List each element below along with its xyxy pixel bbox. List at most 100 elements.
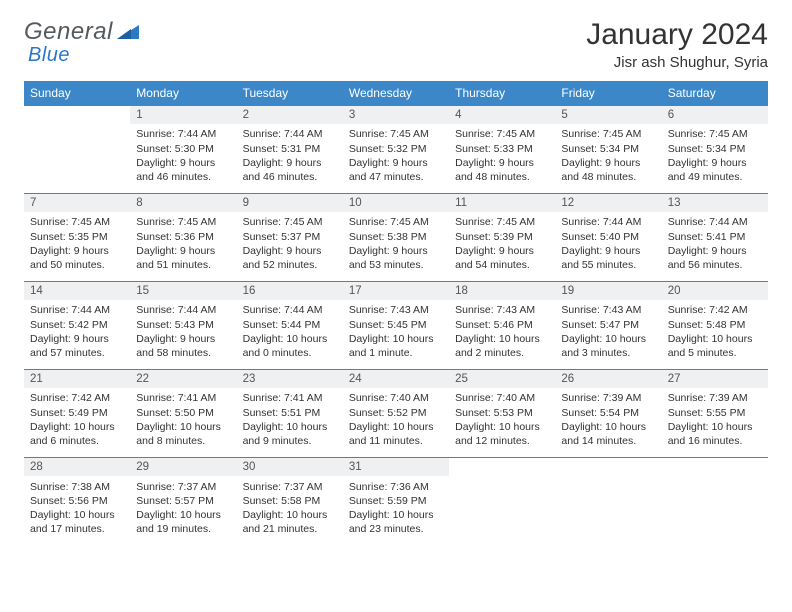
daylight-line: Daylight: 10 hours and 17 minutes. xyxy=(30,508,124,536)
day-detail-row: Sunrise: 7:44 AMSunset: 5:30 PMDaylight:… xyxy=(24,124,768,194)
day-number-cell: 7 xyxy=(24,194,130,212)
day-number-cell: 31 xyxy=(343,458,449,476)
day-detail-cell: Sunrise: 7:45 AMSunset: 5:38 PMDaylight:… xyxy=(343,212,449,282)
sunrise-line: Sunrise: 7:42 AM xyxy=(30,391,124,405)
sunrise-line: Sunrise: 7:42 AM xyxy=(668,303,762,317)
daylight-line: Daylight: 10 hours and 0 minutes. xyxy=(243,332,337,360)
daylight-line: Daylight: 10 hours and 21 minutes. xyxy=(243,508,337,536)
sunset-line: Sunset: 5:45 PM xyxy=(349,318,443,332)
weekday-header: Saturday xyxy=(662,81,768,106)
daylight-line: Daylight: 9 hours and 47 minutes. xyxy=(349,156,443,184)
day-detail-cell: Sunrise: 7:45 AMSunset: 5:33 PMDaylight:… xyxy=(449,124,555,194)
weekday-header: Monday xyxy=(130,81,236,106)
sunset-line: Sunset: 5:46 PM xyxy=(455,318,549,332)
weekday-header: Sunday xyxy=(24,81,130,106)
daylight-line: Daylight: 10 hours and 19 minutes. xyxy=(136,508,230,536)
day-detail-cell: Sunrise: 7:36 AMSunset: 5:59 PMDaylight:… xyxy=(343,476,449,546)
daylight-line: Daylight: 10 hours and 8 minutes. xyxy=(136,420,230,448)
daylight-line: Daylight: 9 hours and 53 minutes. xyxy=(349,244,443,272)
day-number-cell: 27 xyxy=(662,370,768,388)
sunrise-line: Sunrise: 7:44 AM xyxy=(136,303,230,317)
sunset-line: Sunset: 5:34 PM xyxy=(668,142,762,156)
daylight-line: Daylight: 9 hours and 50 minutes. xyxy=(30,244,124,272)
sunset-line: Sunset: 5:49 PM xyxy=(30,406,124,420)
daylight-line: Daylight: 9 hours and 52 minutes. xyxy=(243,244,337,272)
day-detail-cell xyxy=(449,476,555,546)
daylight-line: Daylight: 10 hours and 6 minutes. xyxy=(30,420,124,448)
sunset-line: Sunset: 5:55 PM xyxy=(668,406,762,420)
sunrise-line: Sunrise: 7:45 AM xyxy=(668,127,762,141)
day-number-cell: 21 xyxy=(24,370,130,388)
daylight-line: Daylight: 9 hours and 48 minutes. xyxy=(561,156,655,184)
day-number-row: 21222324252627 xyxy=(24,370,768,388)
sunrise-line: Sunrise: 7:40 AM xyxy=(455,391,549,405)
sunset-line: Sunset: 5:52 PM xyxy=(349,406,443,420)
day-detail-cell: Sunrise: 7:44 AMSunset: 5:41 PMDaylight:… xyxy=(662,212,768,282)
sunset-line: Sunset: 5:35 PM xyxy=(30,230,124,244)
daylight-line: Daylight: 10 hours and 11 minutes. xyxy=(349,420,443,448)
month-title: January 2024 xyxy=(586,18,768,52)
daylight-line: Daylight: 10 hours and 14 minutes. xyxy=(561,420,655,448)
sunrise-line: Sunrise: 7:45 AM xyxy=(455,127,549,141)
sunrise-line: Sunrise: 7:39 AM xyxy=(561,391,655,405)
day-number-cell: 4 xyxy=(449,106,555,124)
daylight-line: Daylight: 9 hours and 55 minutes. xyxy=(561,244,655,272)
sunset-line: Sunset: 5:51 PM xyxy=(243,406,337,420)
day-detail-cell: Sunrise: 7:44 AMSunset: 5:40 PMDaylight:… xyxy=(555,212,661,282)
day-number-cell: 8 xyxy=(130,194,236,212)
day-number-row: 14151617181920 xyxy=(24,282,768,300)
daylight-line: Daylight: 10 hours and 3 minutes. xyxy=(561,332,655,360)
sunrise-line: Sunrise: 7:44 AM xyxy=(243,127,337,141)
day-number-cell: 15 xyxy=(130,282,236,300)
day-number-cell: 22 xyxy=(130,370,236,388)
daylight-line: Daylight: 10 hours and 2 minutes. xyxy=(455,332,549,360)
day-number-cell xyxy=(449,458,555,476)
sunset-line: Sunset: 5:34 PM xyxy=(561,142,655,156)
sunset-line: Sunset: 5:50 PM xyxy=(136,406,230,420)
sunrise-line: Sunrise: 7:44 AM xyxy=(668,215,762,229)
sunrise-line: Sunrise: 7:45 AM xyxy=(136,215,230,229)
sunset-line: Sunset: 5:41 PM xyxy=(668,230,762,244)
day-detail-cell: Sunrise: 7:45 AMSunset: 5:36 PMDaylight:… xyxy=(130,212,236,282)
header: General January 2024 Jisr ash Shughur, S… xyxy=(24,18,768,71)
sunrise-line: Sunrise: 7:41 AM xyxy=(136,391,230,405)
day-number-cell: 29 xyxy=(130,458,236,476)
sunset-line: Sunset: 5:56 PM xyxy=(30,494,124,508)
day-detail-cell: Sunrise: 7:40 AMSunset: 5:52 PMDaylight:… xyxy=(343,388,449,458)
day-number-cell: 12 xyxy=(555,194,661,212)
day-detail-cell: Sunrise: 7:41 AMSunset: 5:51 PMDaylight:… xyxy=(237,388,343,458)
sunset-line: Sunset: 5:36 PM xyxy=(136,230,230,244)
sunrise-line: Sunrise: 7:45 AM xyxy=(349,215,443,229)
sunset-line: Sunset: 5:31 PM xyxy=(243,142,337,156)
day-number-cell: 26 xyxy=(555,370,661,388)
sunrise-line: Sunrise: 7:43 AM xyxy=(455,303,549,317)
sunset-line: Sunset: 5:57 PM xyxy=(136,494,230,508)
day-number-row: 78910111213 xyxy=(24,194,768,212)
day-detail-row: Sunrise: 7:38 AMSunset: 5:56 PMDaylight:… xyxy=(24,476,768,546)
sunset-line: Sunset: 5:39 PM xyxy=(455,230,549,244)
day-number-cell: 3 xyxy=(343,106,449,124)
sunrise-line: Sunrise: 7:37 AM xyxy=(136,480,230,494)
day-detail-row: Sunrise: 7:42 AMSunset: 5:49 PMDaylight:… xyxy=(24,388,768,458)
day-detail-cell: Sunrise: 7:44 AMSunset: 5:44 PMDaylight:… xyxy=(237,300,343,370)
sunrise-line: Sunrise: 7:45 AM xyxy=(30,215,124,229)
sunset-line: Sunset: 5:37 PM xyxy=(243,230,337,244)
sunset-line: Sunset: 5:33 PM xyxy=(455,142,549,156)
sunrise-line: Sunrise: 7:43 AM xyxy=(349,303,443,317)
day-number-cell: 18 xyxy=(449,282,555,300)
sunset-line: Sunset: 5:38 PM xyxy=(349,230,443,244)
day-detail-cell: Sunrise: 7:45 AMSunset: 5:34 PMDaylight:… xyxy=(555,124,661,194)
day-detail-cell: Sunrise: 7:44 AMSunset: 5:43 PMDaylight:… xyxy=(130,300,236,370)
day-number-cell: 2 xyxy=(237,106,343,124)
day-detail-cell: Sunrise: 7:40 AMSunset: 5:53 PMDaylight:… xyxy=(449,388,555,458)
day-number-cell: 11 xyxy=(449,194,555,212)
day-detail-cell: Sunrise: 7:42 AMSunset: 5:48 PMDaylight:… xyxy=(662,300,768,370)
day-number-cell: 20 xyxy=(662,282,768,300)
sunrise-line: Sunrise: 7:36 AM xyxy=(349,480,443,494)
day-detail-row: Sunrise: 7:44 AMSunset: 5:42 PMDaylight:… xyxy=(24,300,768,370)
day-number-cell: 9 xyxy=(237,194,343,212)
day-detail-cell: Sunrise: 7:37 AMSunset: 5:58 PMDaylight:… xyxy=(237,476,343,546)
weekday-header: Friday xyxy=(555,81,661,106)
sunrise-line: Sunrise: 7:41 AM xyxy=(243,391,337,405)
day-detail-cell: Sunrise: 7:45 AMSunset: 5:32 PMDaylight:… xyxy=(343,124,449,194)
